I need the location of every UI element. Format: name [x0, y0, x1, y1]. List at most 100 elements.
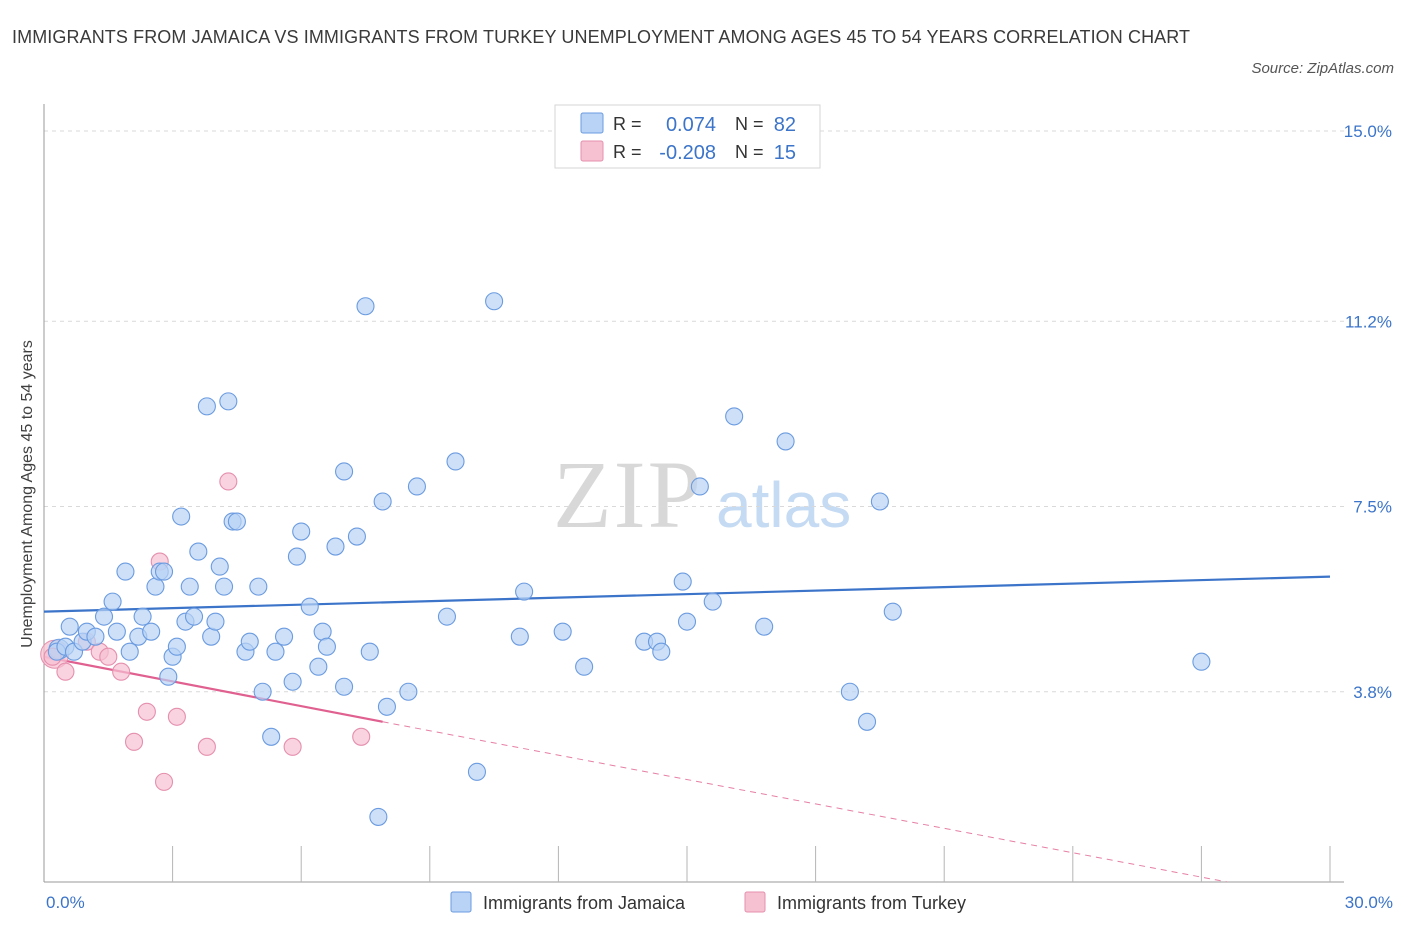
- point-jamaica: [515, 582, 534, 601]
- point-turkey: [167, 707, 186, 726]
- point-jamaica: [172, 507, 191, 526]
- legend-swatch-jamaica: [580, 112, 604, 134]
- watermark-zip: ZIP: [553, 441, 703, 548]
- series-legend-label-jamaica: Immigrants from Jamaica: [483, 893, 686, 913]
- point-turkey: [352, 727, 371, 746]
- point-jamaica: [202, 627, 221, 646]
- point-jamaica: [373, 492, 392, 511]
- point-jamaica: [210, 557, 229, 576]
- grid-layer: [44, 130, 1344, 693]
- point-jamaica: [857, 712, 877, 731]
- y-axis-label: Unemployment Among Ages 45 to 54 years: [19, 340, 36, 648]
- legend-swatch-turkey: [580, 140, 604, 162]
- point-jamaica: [326, 537, 345, 556]
- point-jamaica: [197, 397, 216, 416]
- legend-r-label-jamaica: R =: [613, 114, 642, 134]
- point-jamaica: [575, 657, 594, 676]
- series-legend: Immigrants from Jamaica Immigrants from …: [450, 891, 966, 913]
- point-turkey: [56, 662, 75, 681]
- series-legend-label-turkey: Immigrants from Turkey: [777, 893, 966, 913]
- legend-n-label-jamaica: N =: [735, 114, 764, 134]
- point-jamaica: [755, 617, 774, 636]
- series-legend-swatch-jamaica: [450, 891, 472, 913]
- points-layer: [40, 292, 1211, 826]
- point-jamaica: [146, 577, 165, 596]
- point-turkey: [112, 662, 131, 681]
- correlation-legend: R = 0.074 N = 82 R = -0.208 N = 15: [554, 104, 821, 169]
- chart-title: IMMIGRANTS FROM JAMAICA VS IMMIGRANTS FR…: [12, 27, 1191, 47]
- point-jamaica: [725, 407, 744, 426]
- x-tick-label: 30.0%: [1345, 893, 1393, 912]
- point-jamaica: [219, 392, 238, 411]
- point-turkey: [99, 647, 118, 666]
- point-turkey: [219, 472, 238, 491]
- point-jamaica: [159, 667, 178, 686]
- y-tick-label: 15.0%: [1344, 122, 1392, 141]
- point-turkey: [124, 732, 144, 751]
- point-jamaica: [356, 297, 375, 316]
- legend-r-value-turkey: -0.208: [659, 142, 716, 164]
- trend-line-turkey: [44, 655, 383, 723]
- point-jamaica: [377, 697, 396, 716]
- point-jamaica: [154, 562, 174, 581]
- point-jamaica: [776, 432, 795, 451]
- point-jamaica: [553, 622, 572, 641]
- point-jamaica: [870, 492, 889, 511]
- point-jamaica: [292, 522, 311, 541]
- point-jamaica: [189, 542, 208, 561]
- point-turkey: [283, 737, 302, 756]
- point-jamaica: [120, 642, 139, 661]
- point-jamaica: [133, 607, 152, 626]
- point-jamaica: [300, 597, 319, 616]
- point-jamaica: [399, 682, 418, 701]
- point-jamaica: [249, 577, 268, 596]
- point-jamaica: [510, 627, 529, 646]
- point-jamaica: [206, 612, 225, 631]
- point-jamaica: [317, 637, 336, 656]
- trend-layer: [44, 575, 1331, 882]
- trend-line-jamaica: [44, 575, 1331, 613]
- point-jamaica: [283, 672, 302, 691]
- legend-n-value-jamaica: 82: [774, 114, 796, 136]
- point-jamaica: [652, 642, 671, 661]
- point-jamaica: [86, 627, 105, 646]
- point-jamaica: [275, 627, 294, 646]
- point-jamaica: [266, 642, 285, 661]
- point-jamaica: [369, 807, 388, 826]
- trend-line-turkey-extension: [382, 721, 1228, 882]
- legend-r-value-jamaica: 0.074: [666, 114, 716, 136]
- point-jamaica: [142, 622, 161, 641]
- point-jamaica: [437, 607, 456, 626]
- point-turkey: [154, 772, 174, 791]
- point-jamaica: [180, 577, 199, 596]
- point-jamaica: [1192, 652, 1211, 671]
- point-jamaica: [103, 592, 122, 611]
- axes-layer: [43, 104, 1344, 883]
- y-tick-label: 7.5%: [1353, 498, 1392, 517]
- ticks-layer: 3.8% 7.5% 11.2% 15.0% 0.0% 30.0%: [46, 122, 1393, 912]
- point-jamaica: [107, 622, 126, 641]
- point-jamaica: [360, 642, 379, 661]
- point-jamaica: [840, 682, 859, 701]
- point-jamaica: [60, 617, 79, 636]
- point-jamaica: [240, 632, 259, 651]
- point-jamaica: [309, 657, 328, 676]
- point-jamaica: [335, 677, 354, 696]
- legend-n-value-turkey: 15: [774, 142, 796, 164]
- point-jamaica: [262, 727, 281, 746]
- point-jamaica: [407, 477, 426, 496]
- point-turkey: [197, 737, 216, 756]
- point-jamaica: [703, 592, 722, 611]
- point-jamaica: [673, 572, 692, 591]
- point-jamaica: [184, 607, 204, 626]
- x-tick-label: 0.0%: [46, 893, 85, 912]
- legend-n-label-turkey: N =: [735, 142, 764, 162]
- y-tick-label: 11.2%: [1345, 312, 1392, 331]
- point-jamaica: [116, 562, 135, 581]
- point-jamaica: [677, 612, 697, 631]
- point-jamaica: [485, 292, 504, 311]
- point-jamaica: [347, 527, 366, 546]
- point-turkey: [137, 702, 156, 721]
- point-jamaica: [167, 637, 186, 656]
